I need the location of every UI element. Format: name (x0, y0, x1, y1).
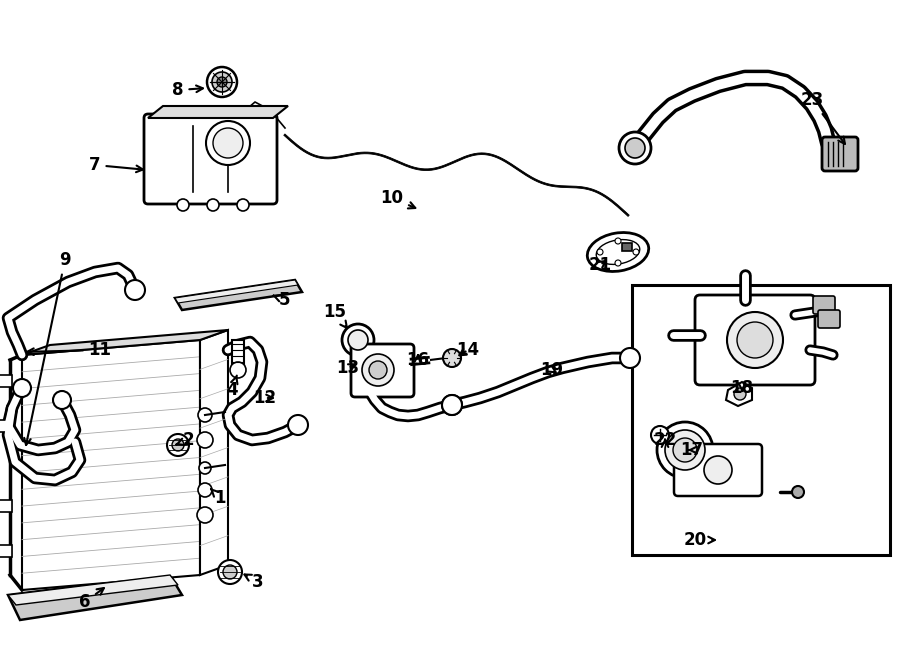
FancyBboxPatch shape (144, 114, 277, 204)
FancyBboxPatch shape (674, 444, 762, 496)
Circle shape (615, 260, 621, 266)
Circle shape (727, 312, 783, 368)
Circle shape (737, 322, 773, 358)
Circle shape (734, 388, 746, 400)
Circle shape (348, 330, 368, 350)
Text: 5: 5 (274, 291, 291, 309)
Polygon shape (22, 340, 200, 590)
Polygon shape (726, 382, 752, 406)
FancyBboxPatch shape (818, 310, 840, 328)
Text: 17: 17 (680, 441, 704, 459)
Text: 1: 1 (212, 489, 226, 507)
Bar (632, 285, 890, 555)
Circle shape (230, 362, 246, 378)
Circle shape (13, 379, 31, 397)
Text: 14: 14 (456, 341, 480, 359)
Circle shape (369, 361, 387, 379)
Circle shape (665, 430, 705, 470)
Circle shape (597, 249, 603, 255)
Circle shape (125, 280, 145, 300)
Text: 7: 7 (89, 156, 143, 174)
Circle shape (207, 67, 237, 97)
Circle shape (288, 415, 308, 435)
Text: 20: 20 (683, 531, 715, 549)
FancyBboxPatch shape (622, 243, 632, 251)
Ellipse shape (596, 239, 640, 264)
Polygon shape (8, 575, 178, 605)
Text: 4: 4 (226, 375, 238, 399)
Circle shape (620, 348, 640, 368)
Circle shape (206, 121, 250, 165)
Circle shape (199, 462, 211, 474)
Circle shape (213, 128, 243, 158)
Circle shape (198, 483, 212, 497)
Polygon shape (175, 280, 302, 310)
Text: 16: 16 (407, 351, 429, 369)
Ellipse shape (588, 233, 649, 272)
Circle shape (177, 199, 189, 211)
Text: 12: 12 (254, 389, 276, 407)
Circle shape (362, 354, 394, 386)
FancyBboxPatch shape (822, 137, 858, 171)
Text: 15: 15 (323, 303, 346, 328)
Polygon shape (22, 330, 228, 355)
Polygon shape (175, 280, 298, 303)
Circle shape (657, 422, 713, 478)
Text: 9: 9 (24, 251, 71, 445)
Circle shape (704, 456, 732, 484)
Text: 22: 22 (653, 431, 677, 449)
Circle shape (342, 324, 374, 356)
FancyBboxPatch shape (813, 296, 835, 314)
Text: 10: 10 (381, 189, 415, 208)
Circle shape (443, 349, 461, 367)
Circle shape (207, 199, 219, 211)
Circle shape (442, 395, 462, 415)
FancyBboxPatch shape (351, 344, 414, 397)
Bar (0, 500, 12, 512)
Text: 19: 19 (540, 361, 563, 379)
Circle shape (53, 391, 71, 409)
FancyBboxPatch shape (695, 295, 815, 385)
Circle shape (633, 249, 639, 255)
Circle shape (651, 426, 669, 444)
Bar (0, 545, 12, 557)
Circle shape (167, 434, 189, 456)
Circle shape (217, 77, 227, 87)
Text: 23: 23 (800, 91, 845, 144)
Circle shape (625, 138, 645, 158)
Circle shape (237, 199, 249, 211)
Bar (0, 375, 12, 387)
Circle shape (673, 438, 697, 462)
Circle shape (792, 486, 804, 498)
Text: 21: 21 (589, 256, 612, 274)
Text: 3: 3 (245, 573, 264, 591)
Circle shape (197, 432, 213, 448)
Circle shape (197, 507, 213, 523)
Text: 8: 8 (172, 81, 202, 99)
Text: 2: 2 (176, 431, 194, 449)
Circle shape (172, 439, 184, 451)
Bar (232, 340, 244, 368)
Bar (0, 420, 12, 432)
Polygon shape (148, 106, 288, 118)
Circle shape (198, 408, 212, 422)
Circle shape (212, 72, 232, 92)
Circle shape (619, 132, 651, 164)
Circle shape (442, 395, 462, 415)
Circle shape (615, 238, 621, 244)
Circle shape (218, 560, 242, 584)
Polygon shape (8, 575, 182, 620)
Text: 13: 13 (337, 359, 360, 377)
Text: 18: 18 (731, 379, 753, 397)
Circle shape (223, 565, 237, 579)
Polygon shape (200, 330, 228, 575)
Text: 11: 11 (27, 341, 112, 359)
Text: 6: 6 (79, 588, 104, 611)
